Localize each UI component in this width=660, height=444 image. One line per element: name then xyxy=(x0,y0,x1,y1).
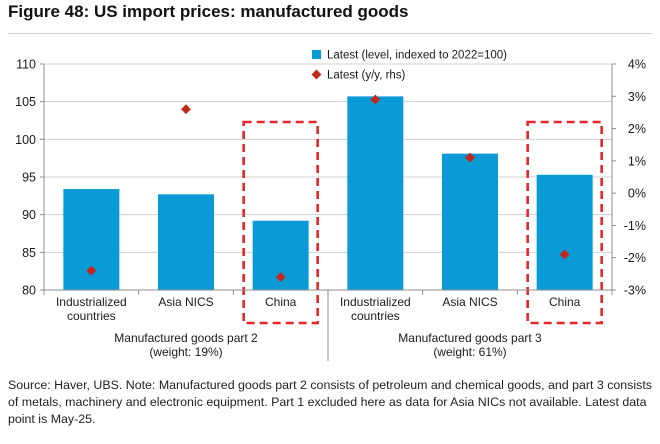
right-tick-label: -3% xyxy=(624,284,646,298)
category-label: Industrialized xyxy=(340,295,411,309)
legend-marker-label: Latest (y/y, rhs) xyxy=(327,70,406,82)
highlight-box xyxy=(526,120,603,325)
chart-svg: 80 85 90 95 100 105 110 -3% -2% -1% 0% 1% 2% 3% 4% In… xyxy=(15,50,646,361)
left-tick-label: 110 xyxy=(16,58,36,72)
legend-bar-label: Latest (level, indexed to 2022=100) xyxy=(327,50,507,62)
marker-point xyxy=(181,104,191,115)
source-note: Source: Haver, UBS. Note: Manufactured g… xyxy=(8,378,652,426)
legend-bar-swatch xyxy=(312,50,321,59)
group-label: Manufactured goods part 2 xyxy=(114,331,258,345)
right-tick-label: -1% xyxy=(624,219,646,233)
chart-area: 80 85 90 95 100 105 110 -3% -2% -1% 0% 1% 2% 3% 4% In… xyxy=(0,34,660,370)
category-label: Asia NICS xyxy=(158,295,213,309)
category-label: countries xyxy=(67,309,116,323)
marker-point xyxy=(275,272,286,283)
bar xyxy=(442,153,498,290)
left-tick-label: 100 xyxy=(15,133,36,147)
category-label: countries xyxy=(351,309,400,323)
bar xyxy=(158,194,214,290)
right-tick-label: 0% xyxy=(628,187,646,201)
right-tick-label: 1% xyxy=(628,154,646,168)
legend-marker-swatch xyxy=(311,69,322,80)
category-label: China xyxy=(265,295,297,309)
left-tick-label: 105 xyxy=(15,95,36,109)
category-label: Asia NICS xyxy=(442,295,497,309)
highlight-box xyxy=(242,120,319,325)
group-weight-label: (weight: 19%) xyxy=(149,345,222,359)
marker-point xyxy=(465,152,475,163)
left-tick-label: 85 xyxy=(22,246,36,260)
figure-title: Figure 48: US import prices: manufacture… xyxy=(8,2,409,21)
right-tick-label: 3% xyxy=(628,90,646,104)
category-label: China xyxy=(549,295,581,309)
group-label: Manufactured goods part 3 xyxy=(398,331,542,345)
right-tick-label: 2% xyxy=(628,122,646,136)
group-weight-label: (weight: 61%) xyxy=(433,345,506,359)
left-tick-label: 90 xyxy=(22,208,36,222)
marker-point xyxy=(559,249,570,260)
category-label: Industrialized xyxy=(56,295,127,309)
right-tick-label: 4% xyxy=(628,58,646,72)
left-tick-label: 80 xyxy=(22,284,36,298)
left-tick-label: 95 xyxy=(22,171,36,185)
bar xyxy=(536,174,593,290)
right-tick-label: -2% xyxy=(624,251,646,265)
bar xyxy=(347,96,404,290)
title-divider xyxy=(8,33,652,34)
